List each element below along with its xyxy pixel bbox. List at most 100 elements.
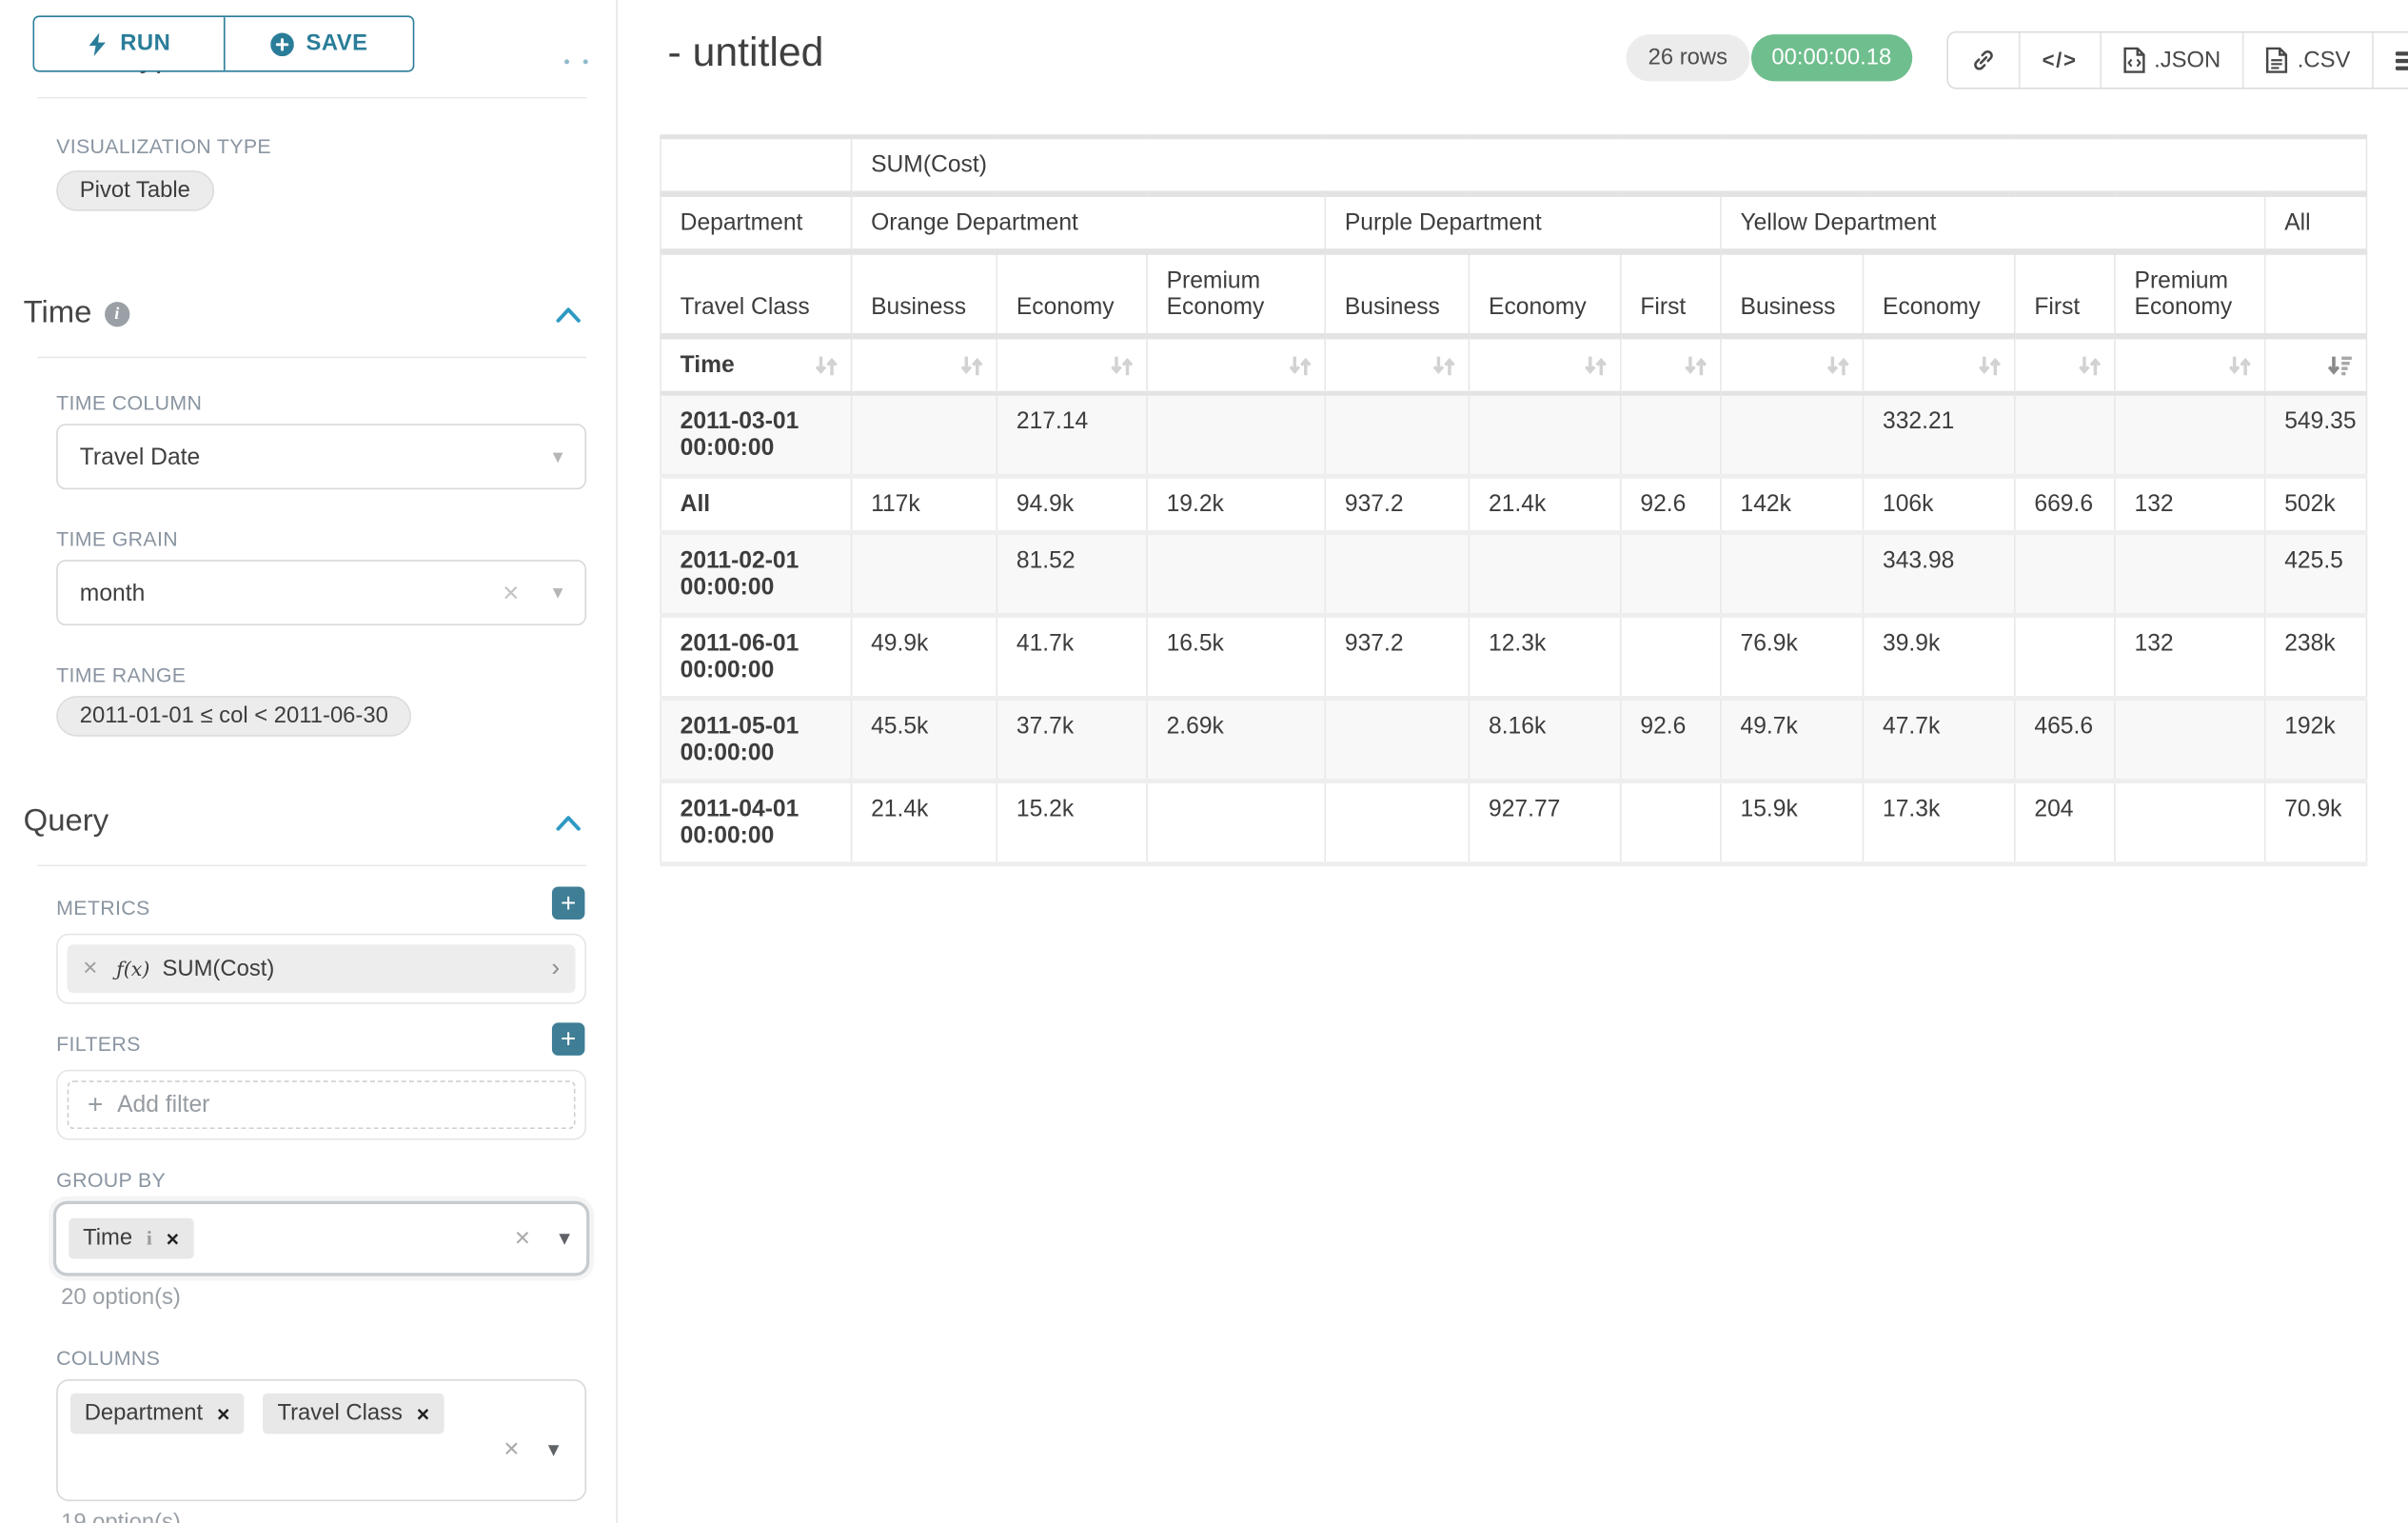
sort-icon[interactable] bbox=[2228, 354, 2252, 376]
hamburger-menu-icon bbox=[2395, 49, 2408, 71]
sort-icon[interactable] bbox=[1289, 354, 1313, 376]
sort-column-header bbox=[2014, 336, 2115, 396]
value-cell: 19.2k bbox=[1146, 476, 1326, 535]
time-range-pill[interactable]: 2011-01-01 ≤ col < 2011-06-30 bbox=[56, 696, 412, 737]
function-icon: ƒ(x) bbox=[116, 957, 150, 981]
value-cell bbox=[1146, 781, 1326, 867]
value-cell bbox=[1620, 781, 1721, 867]
group-by-label: GROUP BY bbox=[56, 1168, 167, 1192]
add-metric-button[interactable]: + bbox=[551, 886, 585, 920]
value-cell bbox=[850, 532, 997, 618]
remove-metric-icon[interactable]: × bbox=[83, 954, 98, 981]
sort-column-header bbox=[1862, 336, 2015, 396]
plus-circle-icon bbox=[269, 31, 294, 56]
value-cell: 45.5k bbox=[850, 698, 997, 784]
value-cell: 49.9k bbox=[850, 615, 997, 702]
time-collapse-chevron-icon[interactable] bbox=[555, 307, 582, 324]
query-collapse-chevron-icon[interactable] bbox=[555, 815, 582, 832]
add-filter-plus-button[interactable]: + bbox=[551, 1022, 585, 1056]
save-button[interactable]: SAVE bbox=[223, 17, 413, 70]
department-group-header: All bbox=[2263, 193, 2367, 255]
query-timer-badge: 00:00:00.18 bbox=[1751, 34, 1912, 82]
remove-tag-icon[interactable]: × bbox=[216, 1401, 230, 1427]
export-csv-button[interactable]: .CSV bbox=[2242, 32, 2372, 89]
value-cell: 106k bbox=[1862, 476, 2015, 535]
pivot-head: SUM(Cost) Department Orange Department Purp… bbox=[660, 136, 2367, 396]
group-by-select[interactable]: Time i × × ▼ bbox=[52, 1200, 590, 1276]
value-cell: 132 bbox=[2114, 615, 2265, 702]
copy-link-button[interactable] bbox=[1948, 33, 2019, 89]
time-grain-select[interactable]: month × ▾ bbox=[56, 560, 587, 626]
metric-item[interactable]: × ƒ(x) SUM(Cost) › bbox=[67, 944, 576, 994]
table-row: 2011-05-01 00:00:00 45.5k 37.7k 2.69k 8.16k 9… bbox=[660, 698, 2367, 784]
row-header: 2011-03-01 00:00:00 bbox=[660, 393, 852, 479]
sort-column-header bbox=[2114, 336, 2265, 396]
metrics-label: METRICS bbox=[56, 896, 150, 920]
value-cell: 21.4k bbox=[1468, 476, 1621, 535]
travel-class-header: First bbox=[2014, 251, 2115, 340]
value-cell: 37.7k bbox=[996, 698, 1148, 784]
value-cell bbox=[2114, 698, 2265, 784]
sort-icon[interactable] bbox=[1826, 354, 1850, 376]
time-section-header: Time i bbox=[24, 296, 129, 332]
sort-column-header bbox=[850, 336, 997, 396]
value-cell: 94.9k bbox=[996, 476, 1148, 535]
clear-icon[interactable]: × bbox=[503, 577, 520, 609]
view-query-button[interactable]: </> bbox=[2018, 32, 2100, 89]
value-cell bbox=[1720, 532, 1864, 618]
clear-icon[interactable]: × bbox=[514, 1222, 531, 1253]
value-cell: 47.7k bbox=[1862, 698, 2015, 784]
time-column-select[interactable]: Travel Date ▾ bbox=[56, 424, 587, 490]
department-group-header: Purple Department bbox=[1324, 193, 1721, 255]
export-json-button[interactable]: .JSON bbox=[2099, 32, 2243, 89]
run-button[interactable]: RUN bbox=[34, 17, 224, 70]
columns-select[interactable]: Department × Travel Class × × ▼ bbox=[56, 1379, 587, 1502]
remove-tag-icon[interactable]: × bbox=[166, 1226, 180, 1252]
sort-icon[interactable] bbox=[1684, 354, 1707, 376]
value-cell: 937.2 bbox=[1324, 476, 1470, 535]
value-cell: 92.6 bbox=[1620, 476, 1721, 535]
value-cell: 927.77 bbox=[1468, 781, 1621, 867]
section-divider bbox=[37, 864, 587, 867]
table-row: All 117k 94.9k 19.2k 937.2 21.4k 92.6 142k 106k 6… bbox=[660, 476, 2367, 535]
sort-icon[interactable] bbox=[1584, 354, 1608, 376]
filters-label: FILTERS bbox=[56, 1032, 141, 1056]
column-info-icon: i bbox=[146, 1226, 152, 1250]
clear-icon[interactable]: × bbox=[503, 1434, 520, 1464]
menu-button[interactable] bbox=[2372, 32, 2408, 89]
sort-column-header bbox=[1720, 336, 1864, 396]
row-header: 2011-02-01 00:00:00 bbox=[660, 532, 852, 618]
visualization-type-pill[interactable]: Pivot Table bbox=[56, 170, 214, 211]
value-cell bbox=[2014, 532, 2115, 618]
remove-tag-icon[interactable]: × bbox=[416, 1401, 430, 1427]
value-cell: 16.5k bbox=[1146, 615, 1326, 702]
sort-icon[interactable] bbox=[815, 354, 839, 376]
sort-icon[interactable] bbox=[2078, 354, 2102, 376]
value-cell: 192k bbox=[2263, 698, 2367, 784]
travel-class-header bbox=[2263, 251, 2367, 340]
sort-icon[interactable] bbox=[1110, 354, 1134, 376]
time-column-label: TIME COLUMN bbox=[56, 390, 203, 415]
table-row: 2011-04-01 00:00:00 21.4k 15.2k 927.77 15.9k… bbox=[660, 781, 2367, 867]
pivot-table: SUM(Cost) Department Orange Department Purp… bbox=[660, 134, 2368, 867]
link-icon bbox=[1970, 47, 1997, 73]
row-count-badge: 26 rows bbox=[1626, 34, 1750, 82]
value-cell: 76.9k bbox=[1720, 615, 1864, 702]
value-cell: 41.7k bbox=[996, 615, 1148, 702]
add-filter-button[interactable]: + Add filter bbox=[67, 1080, 576, 1130]
value-cell: 81.52 bbox=[996, 532, 1148, 618]
sort-icon[interactable] bbox=[1432, 354, 1456, 376]
row-header: All bbox=[660, 476, 852, 535]
chevron-down-icon: ▾ bbox=[552, 580, 563, 604]
sort-column-header bbox=[996, 336, 1148, 396]
row-header: 2011-06-01 00:00:00 bbox=[660, 615, 852, 702]
value-cell bbox=[1324, 532, 1470, 618]
code-icon: </> bbox=[2042, 48, 2078, 72]
sort-icon[interactable] bbox=[1978, 354, 2002, 376]
section-divider bbox=[37, 96, 587, 99]
value-cell bbox=[1324, 393, 1470, 479]
sort-desc-icon[interactable] bbox=[2327, 354, 2354, 376]
value-cell: 2.69k bbox=[1146, 698, 1326, 784]
pivot-body: 2011-03-01 00:00:00 217.14 332.21 549.35 All… bbox=[660, 393, 2367, 867]
sort-icon[interactable] bbox=[960, 354, 984, 376]
